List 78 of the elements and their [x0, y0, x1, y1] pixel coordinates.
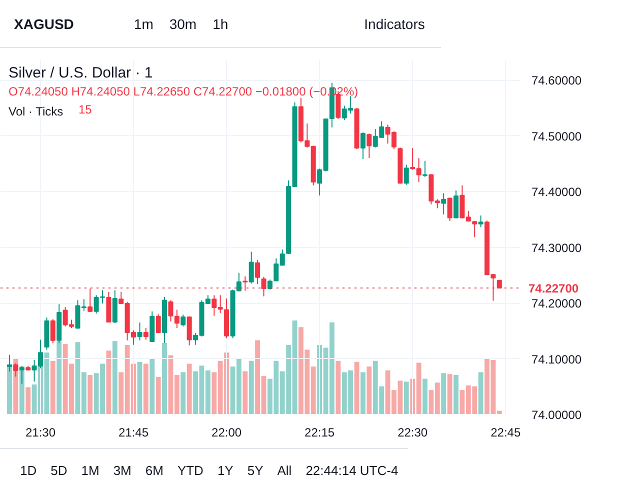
bar — [248, 360, 254, 414]
candlestick — [112, 290, 118, 324]
candlestick — [422, 160, 428, 178]
candlestick — [478, 214, 484, 228]
text: XAGUSD — [14, 14, 74, 34]
text: 30m — [169, 14, 197, 34]
candlestick — [360, 132, 366, 160]
bar — [404, 382, 409, 414]
x-tick-label: 22:30 — [398, 426, 428, 440]
bar — [137, 362, 142, 414]
candlestick — [248, 251, 254, 284]
candlestick — [472, 220, 478, 238]
x-tick-label: 21:30 — [25, 426, 56, 440]
bar — [422, 378, 428, 414]
text: 1D — [20, 462, 37, 478]
candlestick — [180, 314, 186, 327]
y-tick-label: 74.60000 — [532, 74, 582, 88]
candlestick — [156, 314, 161, 334]
bar — [242, 371, 248, 414]
bar — [447, 374, 452, 414]
bar — [106, 350, 112, 414]
bar — [143, 364, 148, 414]
ref-line-label: 74.22700 — [528, 281, 579, 296]
y-tick-label: 74.30000 — [532, 240, 582, 255]
candlestick — [447, 197, 452, 222]
x-tick-label: 22:45 — [490, 426, 521, 440]
text: 1m — [134, 14, 154, 34]
bar — [454, 375, 458, 414]
candlestick — [404, 164, 409, 186]
candlestick — [186, 316, 192, 346]
bar — [354, 362, 360, 414]
bar — [180, 372, 186, 414]
bar — [366, 366, 372, 414]
bar — [186, 364, 192, 414]
bar — [156, 376, 161, 414]
bar — [88, 375, 93, 414]
candlestick — [441, 192, 446, 215]
text: All — [277, 462, 292, 478]
candlestick — [366, 133, 372, 159]
bar — [150, 359, 155, 414]
candlestick — [143, 328, 148, 340]
text: 5D — [50, 462, 68, 478]
bar — [50, 360, 56, 414]
y-tick-label: 74.20000 — [532, 296, 582, 311]
bar — [162, 343, 167, 414]
y-tick-label: 74.10000 — [532, 352, 582, 366]
chart-title: Silver / U.S. Dollar · 1 — [8, 64, 153, 82]
candlestick — [454, 190, 459, 219]
text: 3M — [113, 462, 132, 478]
bar — [7, 364, 12, 414]
x-tick-label: 22:15 — [304, 426, 335, 440]
candlestick — [137, 322, 142, 341]
bar — [478, 372, 484, 414]
text: 1h — [212, 14, 228, 34]
text: 5Y — [247, 462, 264, 478]
candlestick — [50, 318, 56, 344]
x-tick-label: 22:00 — [212, 426, 242, 440]
annotation: Vol · Ticks — [8, 104, 64, 118]
text: 6M — [145, 462, 164, 478]
text: 1M — [81, 462, 100, 478]
text: 1Y — [217, 462, 234, 478]
y-tick-label: 74.40000 — [532, 185, 582, 200]
y-tick-label: 74.00000 — [532, 408, 582, 422]
bar — [26, 387, 31, 414]
annotation: 15 — [78, 102, 92, 116]
candlestick — [88, 288, 93, 312]
y-tick-label: 74.50000 — [532, 129, 582, 144]
bar — [336, 360, 341, 414]
bar — [112, 341, 118, 414]
x-tick-label: 21:45 — [118, 426, 149, 440]
text: YTD — [177, 462, 204, 478]
candlestick — [267, 279, 272, 290]
candlestick — [13, 362, 18, 378]
text: Indicators — [364, 14, 425, 34]
candlestick — [255, 260, 260, 285]
bar — [441, 373, 446, 414]
bar — [360, 372, 366, 414]
text: 22:44:14 UTC-4 — [306, 462, 398, 480]
